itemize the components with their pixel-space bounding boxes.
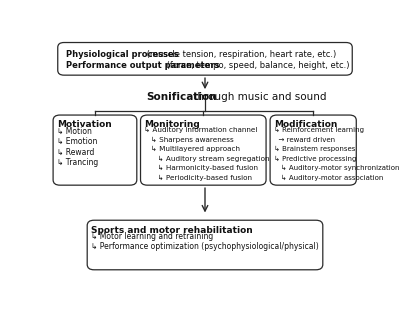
Text: ↳ Performance optimization (psychophysiological/physical): ↳ Performance optimization (psychophysio… bbox=[91, 242, 319, 252]
Text: ↳ Motor learning and retraining: ↳ Motor learning and retraining bbox=[91, 232, 213, 241]
Text: ↳ Motion: ↳ Motion bbox=[57, 127, 92, 136]
Text: Physiological processes (muscle tension, respiration, heart rate, etc.): Physiological processes (muscle tension,… bbox=[66, 50, 357, 59]
Text: ↳ Reward: ↳ Reward bbox=[57, 148, 94, 156]
Text: Physiological processes: Physiological processes bbox=[66, 50, 178, 59]
Text: ↳ Predictive processing: ↳ Predictive processing bbox=[274, 155, 356, 162]
Text: ↳ Auditory stream segregation: ↳ Auditory stream segregation bbox=[144, 155, 270, 162]
Text: Sports and motor rehabilitation: Sports and motor rehabilitation bbox=[91, 225, 253, 235]
Text: (force, tempo, speed, balance, height, etc.): (force, tempo, speed, balance, height, e… bbox=[164, 61, 350, 70]
Text: Modification: Modification bbox=[274, 120, 337, 129]
Text: ↳ Trancing: ↳ Trancing bbox=[57, 158, 98, 167]
Text: (muscle tension, respiration, heart rate, etc.): (muscle tension, respiration, heart rate… bbox=[144, 50, 336, 59]
Text: ↳ Periodicity-based fusion: ↳ Periodicity-based fusion bbox=[144, 175, 252, 181]
FancyBboxPatch shape bbox=[270, 115, 356, 185]
Text: through music and sound: through music and sound bbox=[190, 92, 327, 102]
Text: ↳ Auditory-motor synchronization: ↳ Auditory-motor synchronization bbox=[274, 165, 399, 171]
Text: ↳ Brainstem responses: ↳ Brainstem responses bbox=[274, 146, 355, 152]
FancyBboxPatch shape bbox=[87, 220, 323, 270]
FancyBboxPatch shape bbox=[53, 115, 137, 185]
Text: ↳ Emotion: ↳ Emotion bbox=[57, 137, 97, 146]
FancyBboxPatch shape bbox=[140, 115, 266, 185]
Text: ↳ Reinforcement learning: ↳ Reinforcement learning bbox=[274, 127, 364, 133]
Text: Monitoring: Monitoring bbox=[144, 120, 200, 129]
Text: ↳ Auditory-motor association: ↳ Auditory-motor association bbox=[274, 175, 383, 181]
Text: Motivation: Motivation bbox=[57, 120, 112, 129]
FancyBboxPatch shape bbox=[58, 42, 352, 75]
Text: Performance output parameters: Performance output parameters bbox=[66, 61, 219, 70]
Text: ↳ Auditory information channel: ↳ Auditory information channel bbox=[144, 127, 258, 133]
Text: ↳ Multilayered approach: ↳ Multilayered approach bbox=[144, 146, 240, 152]
Text: → reward driven: → reward driven bbox=[274, 137, 335, 143]
Text: ↳ Sharpens awareness: ↳ Sharpens awareness bbox=[144, 137, 234, 143]
Text: Sonification: Sonification bbox=[146, 92, 217, 102]
Text: ↳ Harmonicity-based fusion: ↳ Harmonicity-based fusion bbox=[144, 165, 258, 171]
